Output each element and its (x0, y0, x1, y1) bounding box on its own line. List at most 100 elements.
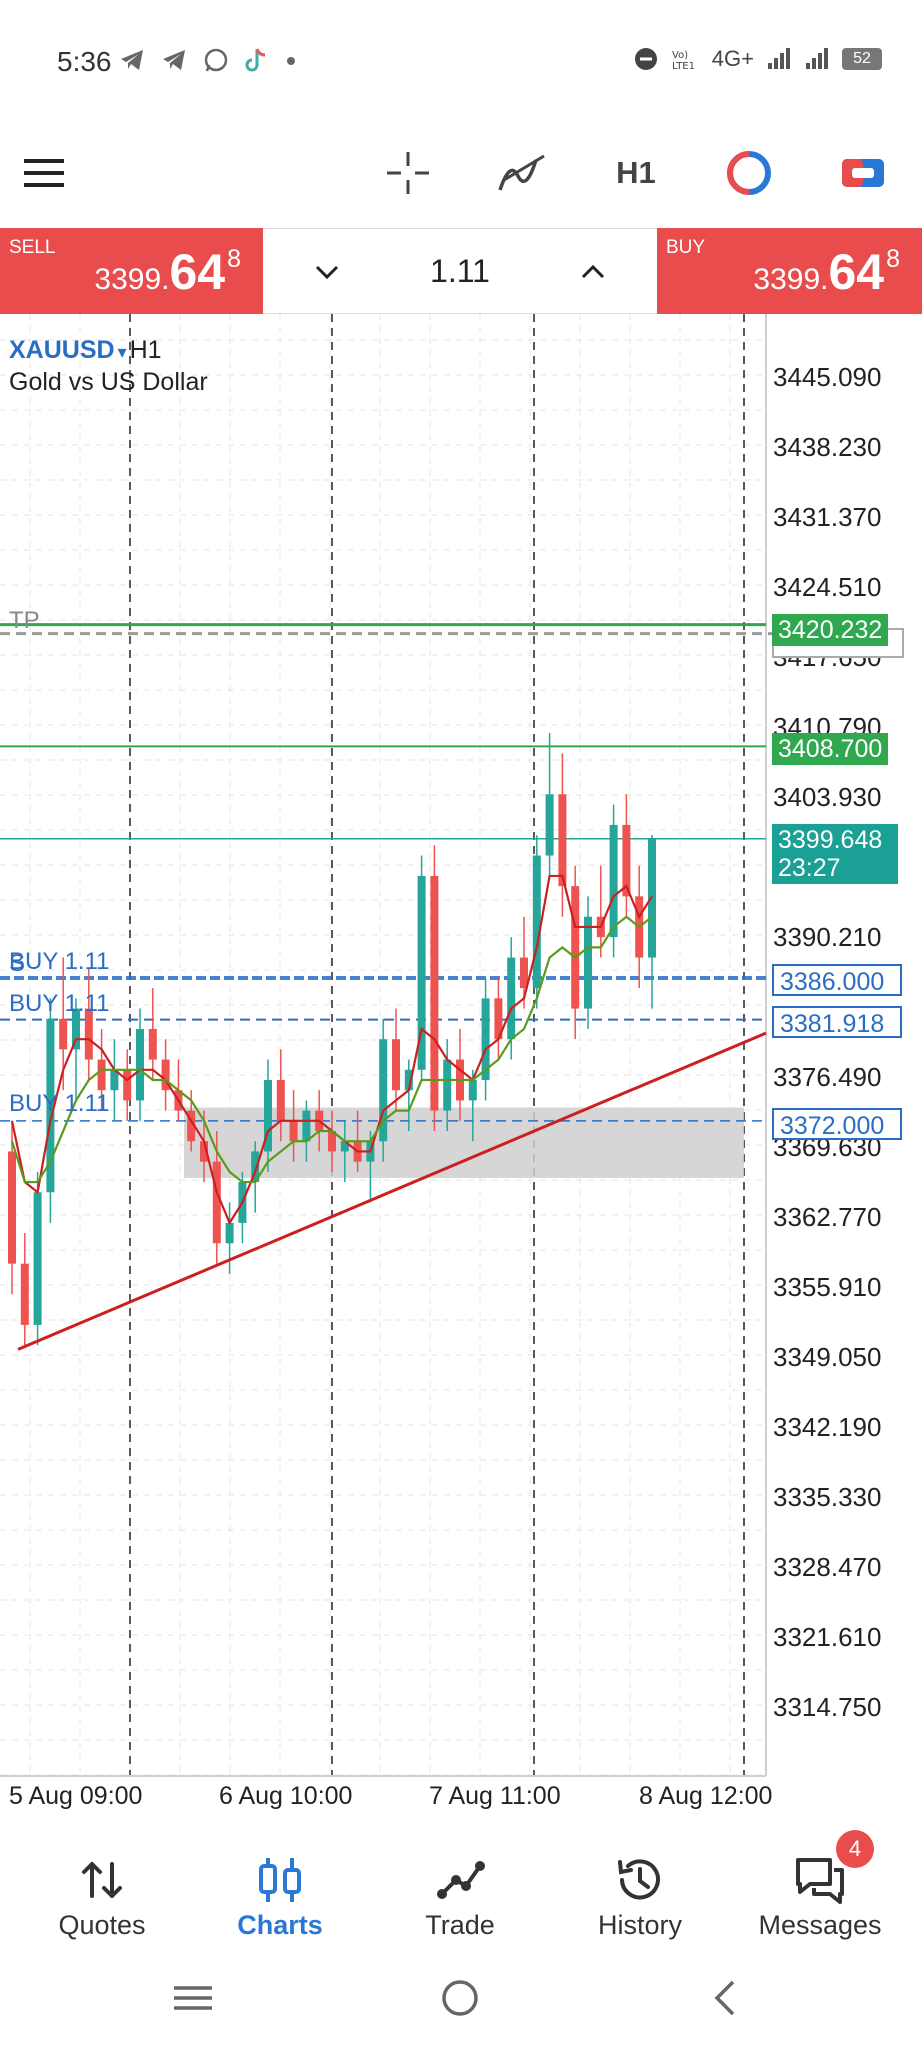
candle-bull (417, 875, 426, 1070)
candle-bull (46, 1018, 55, 1193)
candle-bear (161, 1059, 170, 1091)
timeframe-button[interactable]: H1 (612, 143, 660, 203)
chevron-down-icon (315, 265, 339, 280)
trendline (17, 1031, 767, 1351)
price-chart[interactable] (0, 314, 922, 1816)
price-tick: 3342.190 (773, 1412, 882, 1442)
candle-bull (302, 1110, 311, 1142)
tp-label[interactable]: TP (9, 607, 40, 634)
tp-level-tag[interactable]: 3420.232 (772, 614, 889, 646)
candle-bear (123, 1069, 132, 1101)
buy-button[interactable]: BUY 3399.648 (657, 228, 922, 314)
sell-button[interactable]: SELL 3399.648 (0, 228, 263, 314)
nav-label: History (597, 1910, 682, 1940)
candle-bear (20, 1263, 29, 1325)
volume-value[interactable]: 1.11 (430, 253, 490, 289)
timeframe-label: H1 (616, 155, 656, 190)
volume-increase-button[interactable] (570, 249, 616, 295)
indicators-icon (498, 154, 545, 191)
time-tick: 7 Aug 11:00 (429, 1782, 561, 1810)
nav-charts[interactable]: Charts (190, 1816, 370, 1956)
candle-bear (520, 957, 528, 989)
buy-label: BUY (666, 237, 706, 258)
candle-bull (33, 1192, 42, 1325)
chat-icon (796, 1858, 844, 1904)
color-scheme-icon (727, 151, 771, 195)
bottom-navigation: Quotes Charts Trade History 4 Messages (0, 1816, 922, 1956)
price-tick: 3431.370 (773, 502, 882, 532)
sell-price-sup: 8 (227, 245, 241, 273)
objects-button[interactable] (838, 143, 888, 203)
candle-bull (584, 916, 592, 1009)
sell-price-big: 64 (169, 244, 226, 300)
status-bar: 5:36 Vo) LTE1 4G+ 52 (0, 0, 922, 125)
volte-icon: Vo)LTE1 (672, 50, 695, 71)
current-price-tag: 3399.648 23:27 (772, 824, 898, 884)
nav-messages[interactable]: 4 Messages (730, 1816, 910, 1956)
symbol-label[interactable]: XAUUSD ▾ H1 (9, 336, 162, 365)
candle-bear (59, 1018, 68, 1050)
candle-bear (200, 1141, 208, 1162)
crosshair-button[interactable] (383, 143, 433, 203)
telegram-icon (163, 50, 185, 70)
dot-icon (287, 57, 295, 65)
nav-trade[interactable]: Trade (370, 1816, 550, 1956)
price-tick: 3424.510 (773, 572, 882, 602)
order-label[interactable]: S BUY 1.11 (9, 948, 110, 977)
messages-badge: 4 (836, 1830, 874, 1868)
candle-bear (328, 1131, 336, 1152)
menu-button[interactable] (18, 143, 70, 203)
trend-icon (437, 1861, 485, 1899)
sell-label: SELL (9, 237, 56, 258)
color-scheme-button[interactable] (724, 143, 774, 203)
order-label[interactable]: BUY 1.11 (9, 990, 110, 1017)
sell-price: 3399.648 (94, 243, 241, 301)
nav-quotes[interactable]: Quotes (12, 1816, 192, 1956)
price-tick: 3438.230 (773, 432, 882, 462)
indicators-button[interactable] (494, 143, 550, 203)
candle-bull (443, 1059, 452, 1111)
order-label[interactable]: BUY 1.11 (9, 1090, 110, 1117)
buy-price: 3399.648 (753, 243, 900, 301)
status-time: 5:36 (57, 46, 112, 77)
candle-bull (507, 957, 516, 1040)
nav-label: Charts (237, 1910, 323, 1940)
candle-bull (532, 855, 541, 989)
telegram-icon (121, 50, 143, 70)
time-tick: 5 Aug 09:00 (9, 1782, 143, 1810)
battery-icon: 52 (842, 48, 882, 70)
price-tick: 3362.770 (773, 1202, 882, 1232)
recent-apps-button[interactable] (163, 1976, 223, 2020)
order-price-tag[interactable]: 3372.000 (772, 1108, 902, 1140)
home-button[interactable] (430, 1976, 490, 2020)
price-tick: 3403.930 (773, 782, 882, 812)
nav-label: Quotes (58, 1910, 146, 1940)
candle-bull (340, 1141, 349, 1152)
candle-bear (84, 1008, 93, 1060)
price-tick: 3355.910 (773, 1272, 882, 1302)
candle-bear (148, 1028, 157, 1060)
price-tick: 3314.750 (773, 1692, 882, 1722)
resistance-level-tag[interactable]: 3408.700 (772, 733, 889, 765)
candle-bull (251, 1151, 260, 1183)
candle-bull (225, 1222, 234, 1244)
time-tick: 6 Aug 10:00 (219, 1782, 353, 1810)
chart-canvas[interactable]: XAUUSD ▾ H1 Gold vs US Dollar 3445.090 343… (0, 314, 922, 1816)
back-button[interactable] (696, 1976, 756, 2020)
candle-bear (8, 1151, 16, 1264)
symbol-name[interactable]: XAUUSD (9, 336, 115, 364)
notification-icons (118, 46, 298, 74)
order-price-tag[interactable]: 3386.000 (772, 964, 902, 996)
home-icon (442, 1980, 478, 2016)
order-price-tag[interactable]: 3381.918 (772, 1006, 902, 1038)
candle-bear (97, 1059, 106, 1091)
symbol-dropdown-icon[interactable]: ▾ (117, 342, 127, 362)
candle-bull (264, 1080, 272, 1152)
whatsapp-icon (204, 48, 228, 72)
system-icons: Vo) LTE1 4G+ 52 (634, 46, 882, 72)
nav-history[interactable]: History (550, 1816, 730, 1956)
volume-decrease-button[interactable] (304, 249, 350, 295)
objects-icon (842, 159, 884, 187)
symbol-description: Gold vs US Dollar (9, 368, 208, 396)
candle-bull (468, 1080, 477, 1101)
